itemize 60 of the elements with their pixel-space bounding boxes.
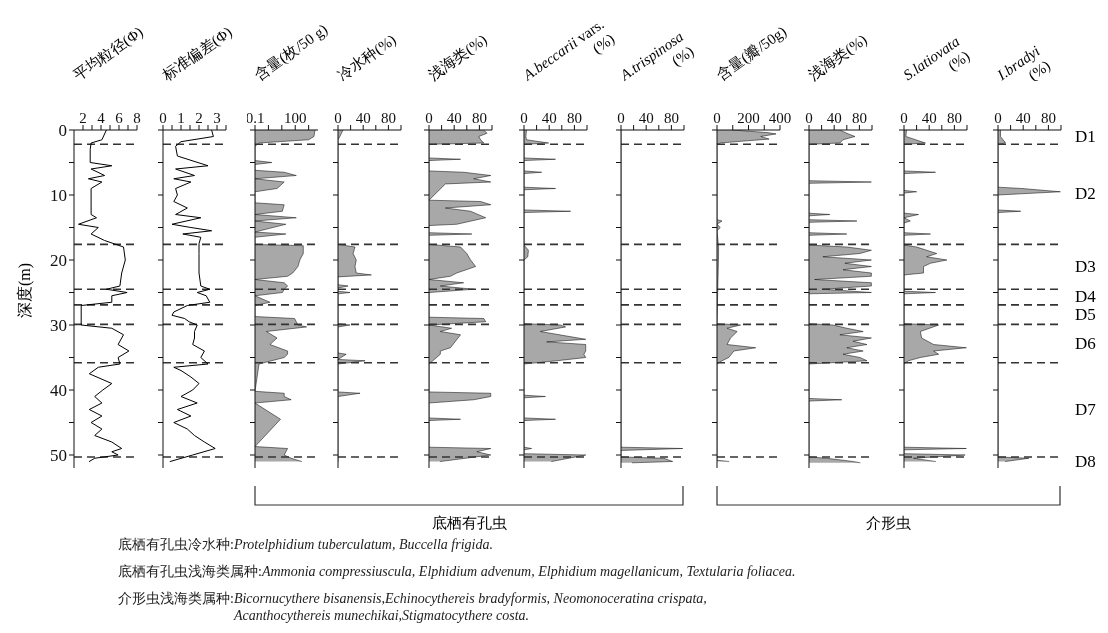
y-tick-label: 40	[50, 381, 67, 401]
x-tick-label: 80	[1040, 110, 1056, 126]
text: 底栖有孔虫冷水种:Protelphidium tuberculatum, Buccella frigida.	[118, 536, 493, 553]
y-tick-label: 20	[50, 251, 67, 271]
x-tick-label: 40	[355, 110, 371, 126]
x-tick-label: 0.1	[245, 110, 265, 126]
x-tick-label: 400	[768, 110, 792, 126]
x-tick-label: 0	[994, 110, 1002, 126]
x-tick-label: 3	[213, 110, 221, 126]
x-tick-label: 40	[921, 110, 937, 126]
text: D1	[1074, 127, 1097, 148]
x-tick-label: 0	[900, 110, 908, 126]
chart-title: 含量(瓣/50g)	[712, 22, 790, 84]
chart-title: 浅海类(%)	[804, 30, 871, 84]
x-tick-label: 4	[97, 110, 106, 126]
chart-title: 标准偏差(Φ)	[158, 22, 236, 84]
x-tick-label: 0	[334, 110, 342, 126]
y-tick-label: 50	[50, 446, 67, 466]
x-tick-label: 0	[159, 110, 167, 126]
text: 介形虫浅海类属种:Bicornucythere bisanensis,Echinocythereis bradyformis, Neomonoceratina crispata, Acanthocythereis munechikai,Stigmatocythere costa.	[118, 590, 707, 624]
text: 底栖有孔虫	[430, 514, 508, 533]
text: 介形虫	[865, 514, 912, 533]
x-tick-label: 80	[566, 110, 582, 126]
x-tick-label: 40	[638, 110, 654, 126]
x-tick-label: 6	[115, 110, 124, 126]
x-tick-label: 0	[805, 110, 813, 126]
text: D2	[1074, 184, 1097, 205]
x-tick-label: 8	[133, 110, 141, 126]
text: D5	[1074, 304, 1097, 325]
text: D7	[1074, 399, 1097, 420]
y-tick-label: 30	[50, 316, 67, 336]
x-tick-label: 80	[851, 110, 867, 126]
chart-title: 平均粒径(Φ)	[69, 22, 147, 84]
text: 底栖有孔虫浅海类属种:Ammonia compressiuscula, Elphidium advenum, Elphidium magellanicum, Textularia foliacea.	[118, 563, 796, 580]
chart-title: 含量(枚/50 g)	[250, 20, 331, 84]
x-tick-label: 200	[737, 110, 760, 126]
x-tick-label: 40	[541, 110, 557, 126]
chart-title: 浅海类(%)	[424, 30, 491, 84]
text: D8	[1074, 452, 1097, 473]
x-tick-label: 2	[195, 110, 203, 126]
x-tick-label: 100	[283, 110, 307, 126]
chart-title: 冷水种(%)	[333, 30, 400, 84]
text: D3	[1074, 256, 1097, 277]
x-tick-label: 0	[520, 110, 528, 126]
x-tick-label: 80	[946, 110, 962, 126]
x-tick-label: 80	[471, 110, 487, 126]
x-tick-label: 1	[177, 110, 185, 126]
x-tick-label: 40	[446, 110, 462, 126]
text: D4	[1074, 287, 1097, 308]
x-tick-label: 0	[713, 110, 721, 126]
y-axis-title: 深度(m)	[14, 261, 35, 321]
x-tick-label: 2	[79, 110, 87, 126]
x-tick-label: 0	[425, 110, 433, 126]
x-tick-label: 80	[380, 110, 396, 126]
y-tick-label: 10	[50, 186, 67, 206]
text: D6	[1074, 333, 1097, 354]
x-tick-label: 40	[826, 110, 842, 126]
x-tick-label: 80	[663, 110, 679, 126]
x-tick-label: 40	[1015, 110, 1031, 126]
x-tick-label: 0	[617, 110, 625, 126]
